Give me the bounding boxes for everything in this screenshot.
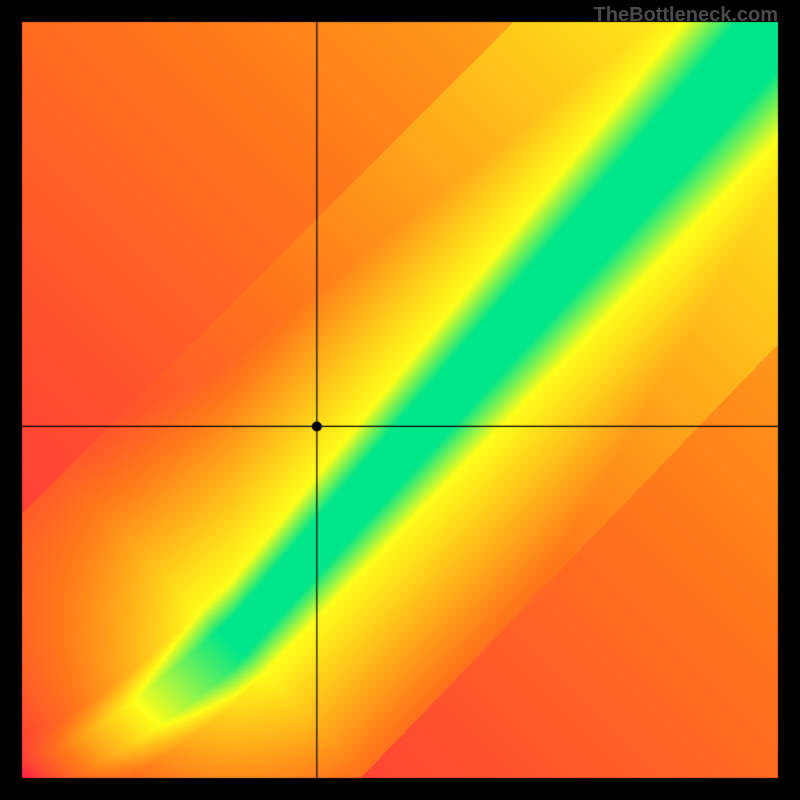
bottleneck-heatmap <box>0 0 800 800</box>
attribution-label: TheBottleneck.com <box>594 4 778 27</box>
chart-container: TheBottleneck.com <box>0 0 800 800</box>
